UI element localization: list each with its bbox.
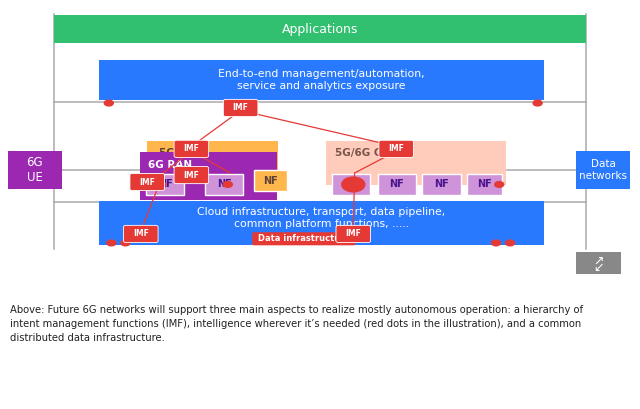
Text: IMF: IMF	[133, 229, 148, 238]
FancyBboxPatch shape	[174, 166, 209, 184]
FancyBboxPatch shape	[252, 232, 355, 245]
FancyBboxPatch shape	[576, 151, 630, 189]
FancyBboxPatch shape	[8, 151, 62, 189]
FancyBboxPatch shape	[174, 140, 209, 157]
Text: NF: NF	[157, 180, 173, 189]
Text: IMF: IMF	[346, 229, 361, 238]
Text: ↗: ↗	[593, 254, 604, 267]
FancyBboxPatch shape	[147, 141, 278, 185]
Text: IMF: IMF	[233, 103, 248, 112]
Text: IMF: IMF	[388, 144, 404, 153]
Text: Data
networks: Data networks	[579, 160, 627, 181]
Text: 6G RAN: 6G RAN	[148, 160, 193, 169]
Text: End-to-end management/automation,
service and analytics exposure: End-to-end management/automation, servic…	[218, 69, 425, 90]
Text: 5G/6G CN: 5G/6G CN	[335, 148, 390, 158]
Circle shape	[495, 182, 504, 187]
FancyBboxPatch shape	[254, 170, 287, 191]
FancyBboxPatch shape	[146, 174, 184, 195]
FancyBboxPatch shape	[326, 141, 506, 185]
Text: IMF: IMF	[184, 144, 199, 153]
Text: NF: NF	[263, 176, 278, 186]
Text: 5G RAN: 5G RAN	[159, 148, 203, 158]
FancyBboxPatch shape	[576, 252, 621, 274]
FancyBboxPatch shape	[332, 174, 370, 195]
FancyBboxPatch shape	[378, 174, 416, 195]
Circle shape	[107, 240, 116, 246]
Text: NF: NF	[389, 180, 404, 189]
Circle shape	[104, 100, 113, 106]
Text: Applications: Applications	[282, 22, 358, 36]
Text: NF: NF	[477, 180, 492, 189]
Circle shape	[223, 182, 232, 187]
Circle shape	[533, 100, 542, 106]
Text: Data infrastructure: Data infrastructure	[258, 234, 350, 243]
Circle shape	[342, 177, 365, 192]
FancyBboxPatch shape	[205, 174, 243, 195]
FancyBboxPatch shape	[99, 60, 544, 100]
Circle shape	[121, 240, 130, 246]
Text: 6G
UE: 6G UE	[27, 156, 43, 184]
FancyBboxPatch shape	[124, 225, 158, 243]
FancyBboxPatch shape	[130, 173, 164, 191]
Text: IMF: IMF	[184, 171, 199, 180]
Circle shape	[157, 182, 166, 187]
FancyBboxPatch shape	[54, 15, 586, 43]
FancyBboxPatch shape	[140, 152, 277, 200]
Text: NF: NF	[434, 180, 449, 189]
Text: NF: NF	[216, 180, 232, 189]
Text: IMF: IMF	[140, 178, 155, 187]
FancyBboxPatch shape	[379, 140, 413, 157]
FancyBboxPatch shape	[336, 225, 371, 243]
Text: Cloud infrastructure, transport, data pipeline,
common platform functions, .....: Cloud infrastructure, transport, data pi…	[198, 207, 445, 229]
FancyBboxPatch shape	[99, 201, 544, 245]
Text: NF: NF	[343, 180, 358, 189]
Circle shape	[506, 240, 515, 246]
FancyBboxPatch shape	[223, 99, 258, 117]
Text: Above: Future 6G networks will support three main aspects to realize mostly auto: Above: Future 6G networks will support t…	[10, 305, 583, 343]
FancyBboxPatch shape	[422, 174, 461, 195]
Circle shape	[492, 240, 500, 246]
Text: ↙: ↙	[593, 261, 604, 274]
FancyBboxPatch shape	[467, 174, 502, 195]
